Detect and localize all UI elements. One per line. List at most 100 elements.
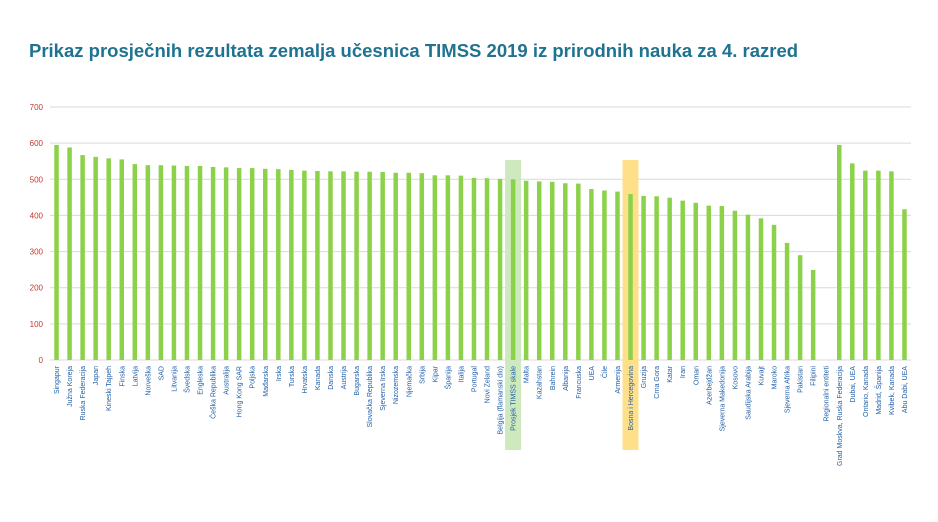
x-category-label: Madrid, Španija [874,366,883,415]
bar [302,170,307,360]
x-category-label: Njemačka [406,366,413,397]
x-category-label: Norveška [145,366,152,396]
x-category-label: Irska [276,366,283,381]
bar [510,179,516,360]
bar [145,165,151,360]
bar [171,165,177,360]
x-category-label: Finska [119,366,126,387]
bar [602,190,607,360]
bar [641,195,646,360]
x-category-label: Švedska [182,366,191,393]
x-category-label: Litvanija [171,366,178,392]
x-category-label: Katar [667,365,674,382]
bar [745,214,751,360]
bar [732,210,738,360]
x-category-label: Engleska [198,366,205,395]
bar [54,144,59,360]
bar [419,173,425,360]
bar [471,177,477,360]
x-category-label: Češka Republika [209,366,218,419]
bar [563,183,568,360]
x-category-label: Regionalni entiteti [824,366,831,422]
x-category-label: Austrija [341,366,348,389]
x-axis-labels: Singapur Južna Koreja Ruska Federacija Japa… [54,365,909,466]
bar [458,175,464,360]
bar [615,191,620,360]
bar [184,165,190,360]
bar [889,171,894,360]
x-category-label: Čile [600,366,609,378]
x-category-label: Latvija [132,366,139,386]
x-category-label: Hrvatska [302,366,309,394]
bar [380,172,385,360]
bar [589,189,594,360]
bar [276,169,281,360]
x-category-label: Hong Kong SAR [237,366,244,417]
x-category-label: Poljska [250,366,257,389]
bar [406,172,411,360]
x-category-label: Kineski Tajpeh [106,366,113,411]
bar [158,165,164,360]
bar [236,168,242,360]
bar [497,178,503,360]
x-category-label: Bahrein [550,366,557,390]
bar [550,181,555,360]
y-tick-label: 300 [30,248,44,257]
bar [315,170,320,360]
x-category-label: Južna Koreja [67,366,74,407]
bar [876,170,881,360]
bar [667,197,672,360]
x-category-label: Abu Dabi, UEA [902,366,909,413]
bar [837,144,842,360]
y-tick-label: 0 [39,356,44,365]
bar [902,209,907,360]
bars [54,144,907,360]
x-category-label: Kuvajt [758,366,765,386]
bar [850,163,855,360]
x-category-label: Danska [328,366,335,390]
x-category-label: Sjeverna Afrika [785,366,792,413]
x-category-label: Bosna i Hercegovina [628,366,635,431]
x-category-label: Maroko [772,366,779,389]
x-category-label: Turska [289,366,296,387]
bar [249,168,255,360]
bar [80,155,85,360]
x-category-label: Saudijska Arabija [745,366,752,420]
bar [354,171,359,360]
bar [536,181,542,360]
bar [693,202,698,360]
chart-title: Prikaz prosječnih rezultata zemalja učes… [29,40,799,61]
x-category-label: Pakistan [798,366,805,393]
x-category-label: Iran [680,366,687,378]
bar [784,242,790,360]
bar [680,200,685,360]
bar [771,224,777,360]
x-category-label: Kosovo [732,366,739,389]
x-category-label: Nizozemska [393,366,400,404]
bar [367,171,372,360]
bar [810,270,816,360]
x-category-label: Kipar [432,365,439,382]
gridlines [50,106,911,361]
bar [106,158,111,360]
x-category-label: Dubai, UEA [850,366,857,403]
bar [863,170,868,360]
bar [523,180,529,360]
x-category-label: Mađarska [263,366,270,397]
bar [654,196,659,360]
bar [341,171,346,360]
bar [119,159,124,360]
x-category-label: Japan [93,366,100,385]
bar [393,172,398,360]
x-category-label: Portugal [471,366,478,393]
y-tick-label: 100 [30,320,44,329]
x-category-label: Prosjek TIMSS skale [511,366,518,431]
x-category-label: Filipini [811,366,818,386]
bar [706,205,712,360]
x-category-label: Novi Zeland [485,366,492,403]
bar [484,178,490,360]
x-category-label: Azerbejdžan [706,366,713,405]
x-category-label: Grad Moskva, Ruska Federacija [837,366,844,466]
